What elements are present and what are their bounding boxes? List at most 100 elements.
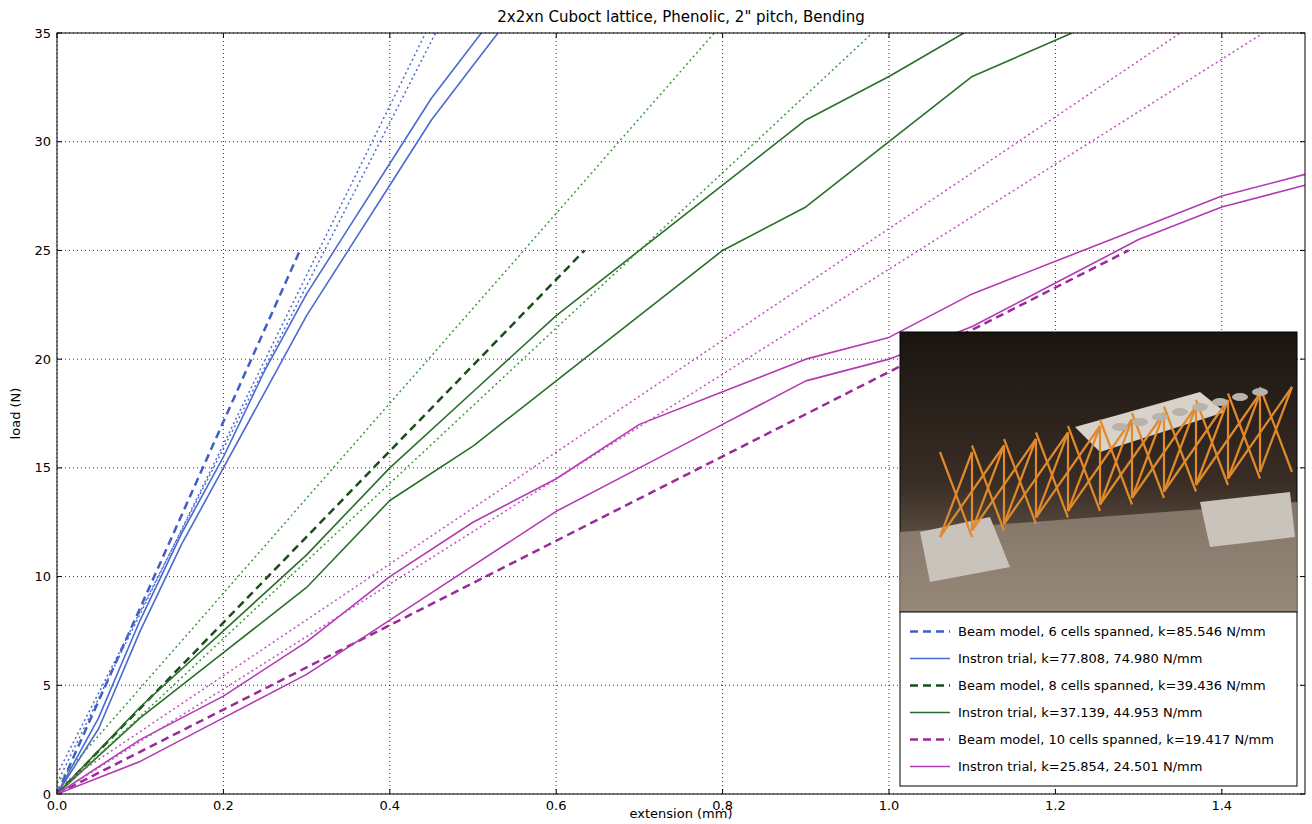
photo-strut [1228,394,1260,479]
tick [1300,685,1305,686]
photo-bolt [1252,388,1268,396]
tick [722,789,723,794]
photo-strut [1196,400,1228,485]
photo-plate [920,517,1010,582]
photo-strut [1004,439,1036,524]
x-tick-label: 1.4 [1211,798,1232,813]
photo-strut [1004,439,1036,524]
legend-swatch [910,712,950,714]
photo-strut [940,452,972,537]
tick [389,33,390,38]
grid-line [889,33,890,794]
photo-lattice [940,387,1292,537]
photo-strut [1036,433,1068,518]
tick [57,250,62,251]
legend-swatch [910,658,950,660]
photo-plate [1200,492,1295,547]
series-line [57,250,584,794]
series-line [57,33,426,783]
x-tick-label: 0.2 [213,798,234,813]
photo-strut [1100,420,1132,505]
photo-strut [1260,387,1292,472]
series-line [57,174,1305,794]
tick [556,789,557,794]
tick [1055,33,1056,38]
photo-strut [1131,420,1133,499]
series-line [57,250,300,794]
photo-plate [1075,392,1225,452]
y-tick-label: 20 [34,352,51,367]
series-line [57,33,498,794]
grid [57,33,1305,794]
background [0,0,1312,824]
tick [223,33,224,38]
y-tick-label: 30 [34,134,51,149]
series-line [57,33,481,794]
grid-line [556,33,557,794]
photo-strut [972,446,1004,531]
photo-strut [1228,387,1292,479]
legend-swatch [910,738,950,741]
photo-strut [972,446,1004,531]
photo-strut [940,452,972,537]
x-axis-label: extension (mm) [630,806,733,821]
x-tick-label: 1.2 [1045,798,1066,813]
photo-strut [1228,394,1260,479]
tick [1300,467,1305,468]
tick [57,576,62,577]
photo-bolt [1132,418,1148,426]
photo-strut [1100,413,1164,505]
tick [1221,789,1222,794]
photo-strut [971,452,973,531]
photo-strut [1067,433,1069,512]
grid-line [389,33,390,794]
y-tick-label: 35 [34,26,51,41]
tick [889,33,890,38]
x-tick-label: 0.4 [379,798,400,813]
grid-line [57,141,1305,142]
photo-strut [1196,400,1228,485]
photo-strut [1035,439,1037,518]
tick [1055,789,1056,794]
chart: 0.00.20.40.60.81.01.21.4051015202530352x… [0,0,1312,824]
tick [223,789,224,794]
tick [1221,33,1222,38]
photo-strut [1132,413,1164,498]
tick [57,467,62,468]
photo-bolt [1192,403,1208,411]
photo-strut [1195,407,1197,486]
photo-strut [1260,387,1292,472]
y-tick-label: 5 [43,678,51,693]
photo-strut [1068,426,1100,511]
tick [57,141,62,142]
photo-strut [1259,394,1261,473]
legend-swatch [910,684,950,687]
photo-strut [1100,420,1132,505]
y-tick-label: 25 [34,243,51,258]
photo-bolt [1112,423,1128,431]
x-tick-label: 0.6 [546,798,567,813]
title: 2x2xn Cuboct lattice, Phenolic, 2" pitch… [497,8,864,26]
photo-bolt [1152,413,1168,421]
tick [57,685,62,686]
tick [1300,141,1305,142]
photo-strut [940,446,1004,538]
photo-strut [972,439,1036,531]
y-axis-label: load (N) [8,388,23,440]
frame [57,33,1305,794]
tick [722,33,723,38]
y-tick-label: 0 [43,787,51,802]
tick [556,33,557,38]
photo-strut [1068,426,1100,511]
series-line [57,33,714,783]
photo-background [900,332,1297,612]
photo-strut [1036,426,1100,518]
legend-swatch [910,766,950,768]
photo-bolt [1172,408,1188,416]
legend-box [900,612,1297,786]
inset-photo [900,332,1297,612]
x-tick-label: 1.0 [879,798,900,813]
photo-strut [1132,413,1164,498]
photo-strut [1004,433,1068,525]
tick [1300,250,1305,251]
